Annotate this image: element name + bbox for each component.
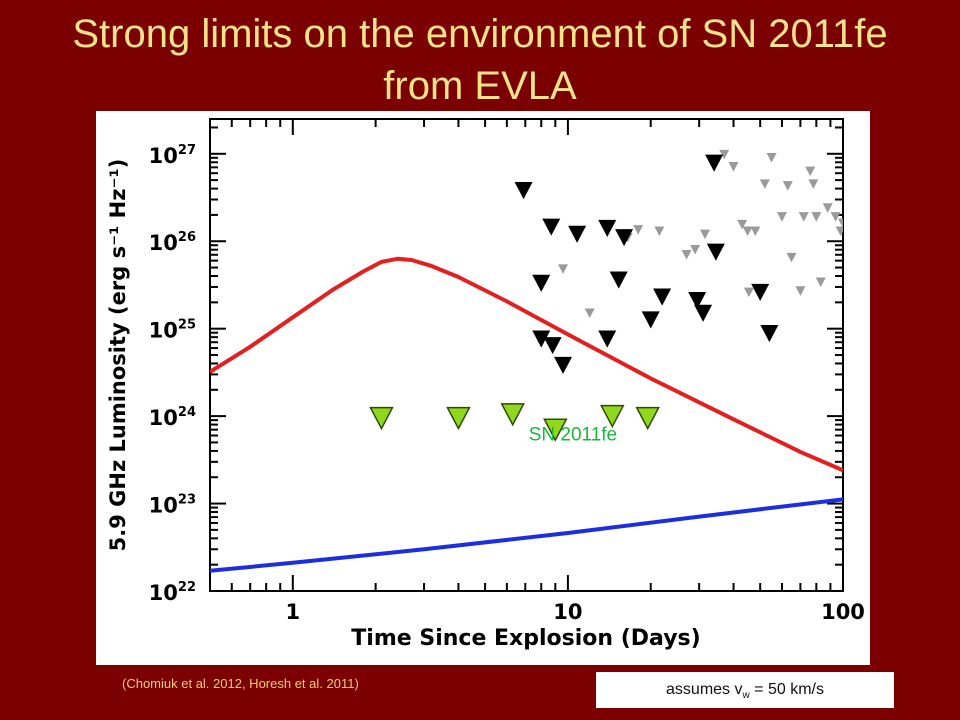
gray-upper-limit-point xyxy=(811,212,822,222)
citation-text: (Chomiuk et al. 2012, Horesh et al. 2011… xyxy=(122,676,359,691)
sn2011fe-limit-point xyxy=(500,403,525,427)
gray-upper-limit-point xyxy=(750,226,761,237)
gray-upper-limit-point xyxy=(815,277,826,287)
black-upper-limit-point xyxy=(705,154,724,172)
sn2011fe-limit-point xyxy=(446,406,471,431)
x-tick-label: 100 xyxy=(821,600,865,624)
y-tick-base: 10 xyxy=(149,581,178,605)
gray-upper-limit-point xyxy=(805,166,816,177)
y-tick-exponent: 22 xyxy=(178,580,196,595)
sn2011fe-limit-point xyxy=(635,406,660,431)
y-tick-label: 1026 xyxy=(149,230,196,255)
gray-upper-limit-point xyxy=(808,179,819,189)
y-axis-label: 5.9 GHz Luminosity (erg s⁻¹ Hz⁻¹) xyxy=(106,159,130,552)
gray-upper-limit-point xyxy=(838,218,843,229)
x-tick-label: 1 xyxy=(285,600,300,624)
gray-upper-limit-point xyxy=(786,252,797,263)
black-upper-limit-point xyxy=(751,283,770,301)
gray-upper-limit-point xyxy=(759,179,770,189)
y-tick-exponent: 27 xyxy=(178,143,196,158)
gray-upper-limit-point xyxy=(782,181,793,191)
y-tick-exponent: 24 xyxy=(178,405,196,420)
black-upper-limit-point xyxy=(615,229,634,247)
y-tick-exponent: 23 xyxy=(178,493,196,508)
gray-upper-limit-point xyxy=(699,229,710,240)
y-tick-label: 1027 xyxy=(149,143,196,168)
plot-panel: 1 10 100 1022 1023 1024 1025 1026 1027 Time Sinc… xyxy=(96,111,870,665)
gray-upper-limit-point xyxy=(743,287,754,298)
gray-upper-limit-point xyxy=(654,226,665,237)
black-upper-limit-point xyxy=(543,337,562,355)
black-upper-limit-point xyxy=(598,219,617,238)
y-tick-label: 1023 xyxy=(149,493,196,518)
assumption-prefix: assumes v xyxy=(666,681,743,698)
blue-model-curve xyxy=(210,497,843,573)
sn2011fe-limit-point xyxy=(369,406,394,431)
assumption-box: assumes vw = 50 km/s xyxy=(596,672,894,708)
y-tick-base: 10 xyxy=(149,144,178,168)
gray-upper-limit-point xyxy=(830,212,841,222)
y-tick-exponent: 25 xyxy=(178,318,196,333)
black-upper-limit-point xyxy=(688,291,707,310)
y-tick-label: 1025 xyxy=(149,318,196,343)
slide-title-line-2: from EVLA xyxy=(383,64,577,108)
gray-upper-limit-point xyxy=(584,308,595,319)
black-upper-limit-point xyxy=(542,218,561,236)
y-tick-base: 10 xyxy=(149,406,178,430)
assumption-subscript: w xyxy=(742,690,750,702)
y-tick-exponent: 26 xyxy=(178,230,196,245)
y-tick-base: 10 xyxy=(149,231,178,255)
gray-upper-limit-point xyxy=(633,225,644,235)
gray-upper-limit-point xyxy=(737,219,748,230)
black-upper-limit-point xyxy=(706,243,725,261)
assumption-suffix: = 50 km/s xyxy=(749,681,824,698)
slide-title: Strong limits on the environment of SN 2… xyxy=(0,8,960,112)
gray-upper-limit-point xyxy=(681,250,692,260)
sn2011fe-limit-point xyxy=(543,418,568,442)
gray-upper-limit-point xyxy=(776,212,787,222)
gray-upper-limit-point xyxy=(728,162,739,172)
black-upper-limit-point xyxy=(653,288,672,306)
gray-upper-limit-point xyxy=(798,212,809,222)
gray-upper-limit-point xyxy=(822,203,833,213)
gray-upper-limit-point xyxy=(719,149,730,160)
gray-upper-limit-point xyxy=(690,244,701,255)
gray-upper-limit-point xyxy=(766,153,777,163)
black-upper-limit-point xyxy=(532,330,551,348)
black-upper-limit-point xyxy=(568,225,587,243)
black-upper-limit-point xyxy=(760,324,779,343)
black-upper-limit-point xyxy=(554,356,573,374)
black-upper-limit-point xyxy=(694,304,713,322)
red-model-curve xyxy=(210,256,843,473)
black-upper-limit-point xyxy=(532,274,551,292)
black-upper-limit-point xyxy=(609,271,628,289)
gray-upper-limit-point xyxy=(742,226,753,237)
sn2011fe-limit-point xyxy=(600,404,625,429)
sn2011fe-label: SN 2011fe xyxy=(529,425,617,446)
y-tick-base: 10 xyxy=(149,494,178,518)
x-tick-label: 10 xyxy=(553,600,582,624)
black-upper-limit-point xyxy=(598,330,617,348)
gray-upper-limit-point xyxy=(795,286,806,296)
y-tick-label: 1022 xyxy=(149,580,196,605)
x-axis-label: Time Since Explosion (Days) xyxy=(351,626,700,651)
black-upper-limit-point xyxy=(514,181,533,200)
gray-upper-limit-point xyxy=(835,226,843,237)
y-tick-label: 1024 xyxy=(149,405,196,430)
y-tick-base: 10 xyxy=(149,319,178,343)
black-upper-limit-point xyxy=(641,311,660,329)
gray-upper-limit-point xyxy=(558,264,569,274)
slide-title-line-1: Strong limits on the environment of SN 2… xyxy=(72,12,888,56)
